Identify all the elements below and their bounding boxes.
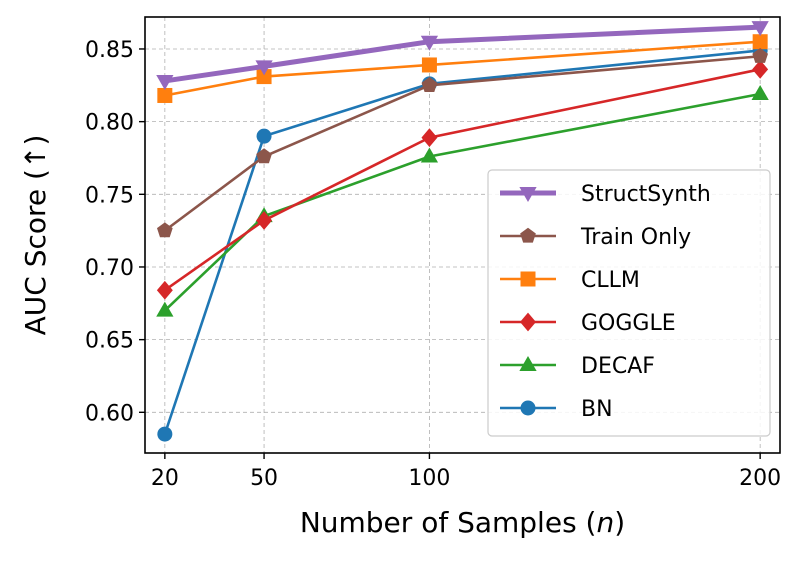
y-tick-label: 0.80 [85, 111, 134, 136]
data-point [256, 211, 273, 230]
data-point [751, 21, 769, 37]
ticks: 20 50 100 200 0.60 0.65 0.70 0.75 0.80 0.85 [85, 38, 781, 491]
data-point [420, 35, 439, 51]
y-tick-label: 0.85 [85, 38, 134, 63]
legend-marker [520, 312, 536, 332]
legend-marker [519, 356, 537, 371]
series-line [164, 68, 761, 292]
data-point [751, 85, 769, 101]
data-point [157, 222, 173, 238]
y-tick-label: 0.75 [85, 183, 134, 208]
data-point [421, 77, 438, 92]
x-tick-label: 50 [250, 466, 278, 491]
data-point [157, 426, 173, 442]
data-point [752, 47, 768, 63]
y-axis-label: AUC Score (↑) [19, 135, 52, 336]
x-tick-label: 200 [739, 466, 781, 491]
data-point [256, 148, 272, 164]
series-layer [156, 21, 769, 442]
data-point [421, 128, 438, 147]
data-point [256, 69, 272, 85]
series-line [163, 49, 761, 435]
legend-entry: GOGGLE [500, 311, 676, 336]
series-train-only [157, 47, 768, 238]
x-axis-label-prefix: Number of Samples ( [300, 506, 597, 539]
legend-marker [520, 271, 536, 287]
legend-entry: BN [500, 397, 613, 422]
plot-frame [144, 16, 781, 454]
x-tick-label: 100 [408, 466, 450, 491]
series-line [164, 40, 761, 97]
data-point [156, 74, 174, 90]
series-structsynth [156, 21, 769, 90]
legend-entry: Train Only [500, 225, 691, 250]
legend-label: StructSynth [581, 182, 711, 207]
y-tick-label: 0.70 [85, 256, 134, 281]
y-tick-label: 0.60 [85, 401, 134, 426]
legend-marker [520, 400, 536, 416]
series-line [164, 24, 761, 84]
x-axis-label: Number of Samples (n) [300, 506, 625, 539]
series-line [164, 54, 761, 232]
data-point [421, 57, 437, 73]
legend-label: GOGGLE [581, 311, 676, 336]
legend-label: CLLM [581, 268, 640, 293]
legend-marker [520, 227, 536, 243]
legend-entry: CLLM [500, 268, 640, 293]
data-point [157, 87, 173, 103]
data-point [156, 301, 174, 317]
data-point [156, 280, 173, 300]
data-point [255, 60, 273, 76]
x-tick-label: 20 [151, 466, 179, 491]
legend-marker [519, 187, 537, 202]
legend-box [487, 169, 771, 437]
series-cllm [157, 34, 768, 103]
data-point [752, 34, 768, 50]
series-line [163, 92, 761, 312]
data-point [420, 147, 439, 163]
legend-entry: StructSynth [500, 182, 711, 207]
legend-label: DECAF [581, 354, 655, 379]
legend-label: Train Only [580, 225, 691, 250]
legend-label: BN [581, 397, 613, 422]
x-axis-label-variable: n [596, 506, 614, 539]
legend: StructSynth Train Only CLLM GOGGLE DECAF BN [487, 169, 771, 437]
legend-entry: DECAF [500, 354, 655, 379]
data-point [256, 128, 272, 144]
series-goggle [156, 59, 769, 300]
y-tick-label: 0.65 [85, 329, 134, 354]
x-axis-label-suffix: ) [614, 506, 625, 539]
data-point [752, 59, 769, 79]
